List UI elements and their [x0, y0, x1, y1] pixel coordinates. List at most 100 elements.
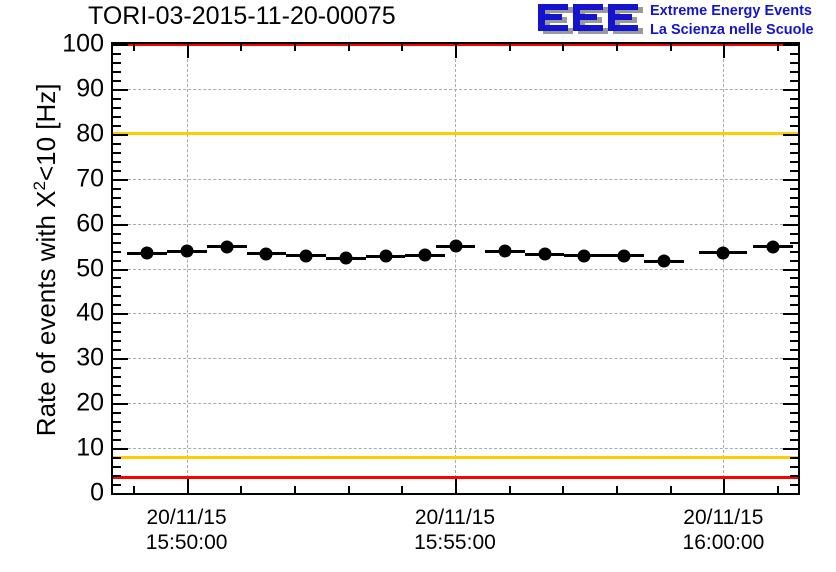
y-axis-major-tick	[113, 178, 128, 181]
data-point	[418, 248, 432, 262]
y-axis-minor-tick-right	[790, 79, 798, 82]
page-title: TORI-03-2015-11-20-00075	[88, 2, 396, 30]
y-axis-minor-tick	[113, 340, 121, 343]
vertical-gridline	[723, 44, 725, 493]
y-axis-minor-tick-right	[790, 331, 798, 334]
y-axis-minor-tick-right	[790, 457, 798, 460]
x-axis-tick-label-date: 20/11/15	[414, 506, 496, 529]
y-axis-major-tick-right	[783, 133, 798, 136]
y-axis-minor-tick	[113, 484, 121, 487]
y-axis-minor-tick-right	[790, 421, 798, 424]
y-axis-tick-label: 70	[76, 164, 104, 193]
x-axis-tick-label-time: 16:00:00	[682, 531, 765, 554]
data-point	[379, 249, 393, 263]
y-axis-major-tick	[113, 313, 128, 316]
x-axis-minor-tick-top	[615, 44, 618, 51]
y-axis-minor-tick	[113, 412, 121, 415]
y-axis-minor-tick-right	[790, 61, 798, 64]
y-axis-minor-tick	[113, 295, 121, 298]
y-axis-major-tick	[113, 88, 128, 91]
x-axis-tick-label-date: 20/11/15	[683, 506, 764, 529]
y-axis-minor-tick	[113, 79, 121, 82]
x-axis-minor-tick	[508, 486, 511, 493]
y-axis-minor-tick	[113, 421, 121, 424]
y-axis-minor-tick	[113, 187, 121, 190]
y-axis-minor-tick	[113, 394, 121, 397]
y-axis-tick-label: 80	[76, 119, 104, 148]
y-axis-major-tick-right	[783, 44, 798, 46]
x-axis-minor-tick	[347, 486, 350, 493]
y-axis-minor-tick-right	[790, 484, 798, 487]
x-axis-minor-tick	[293, 486, 296, 493]
x-axis-minor-tick	[777, 486, 779, 493]
y-axis-minor-tick-right	[790, 430, 798, 433]
y-axis-tick-label: 60	[76, 209, 104, 238]
x-axis-tick-label: 20/11/15 16:00:00	[683, 505, 765, 555]
y-axis-minor-tick-right	[790, 142, 798, 145]
x-axis-tick-label-time: 15:50:00	[145, 531, 228, 554]
y-axis-minor-tick	[113, 322, 121, 325]
y-axis-tick-label: 100	[62, 29, 104, 58]
y-axis-minor-tick-right	[790, 106, 798, 109]
x-axis-minor-tick-top	[669, 44, 672, 51]
plot-canvas	[113, 44, 798, 493]
vertical-gridline	[454, 44, 456, 493]
y-axis-minor-tick	[113, 286, 121, 289]
eee-logo-text: Extreme Energy Events La Scienza nelle S…	[650, 2, 814, 40]
data-point	[339, 251, 353, 265]
y-axis-minor-tick-right	[790, 394, 798, 397]
x-axis-minor-tick-top	[347, 44, 350, 51]
y-axis-tick-labels: 0 10 20 30 40 50 60 70 80 90 100	[0, 30, 104, 507]
y-axis-minor-tick	[113, 160, 121, 163]
y-axis-minor-tick	[113, 232, 121, 235]
x-axis-major-tick-top	[186, 44, 189, 58]
y-axis-minor-tick-right	[790, 304, 798, 307]
y-axis-minor-tick-right	[790, 385, 798, 388]
y-axis-minor-tick-right	[790, 151, 798, 154]
eee-logo-line1: Extreme Energy Events	[650, 3, 812, 19]
y-axis-major-tick-right	[783, 448, 798, 451]
y-axis-major-tick	[113, 448, 128, 451]
y-axis-tick-label: 20	[76, 388, 104, 417]
y-axis-minor-tick	[113, 196, 121, 199]
eee-logo: Extreme Energy Events La Scienza nelle S…	[536, 2, 834, 42]
x-axis-minor-tick	[132, 486, 135, 493]
y-axis-minor-tick	[113, 97, 121, 100]
y-axis-tick-label: 30	[76, 343, 104, 372]
y-axis-minor-tick-right	[790, 259, 798, 262]
y-axis-minor-tick	[113, 214, 121, 217]
y-axis-tick-label: 0	[90, 478, 104, 507]
y-axis-minor-tick-right	[790, 367, 798, 370]
data-point	[498, 244, 512, 258]
y-axis-minor-tick-right	[790, 322, 798, 325]
y-axis-major-tick-right	[783, 88, 798, 91]
x-axis-minor-tick-top	[562, 44, 565, 51]
y-axis-minor-tick	[113, 52, 121, 55]
vertical-gridline	[186, 44, 188, 493]
x-axis-minor-tick-top	[240, 44, 243, 51]
y-axis-major-tick-right	[783, 178, 798, 181]
y-axis-minor-tick-right	[790, 214, 798, 217]
data-point	[716, 246, 730, 260]
y-axis-minor-tick-right	[790, 439, 798, 442]
y-axis-minor-tick-right	[790, 205, 798, 208]
x-axis-minor-tick	[562, 486, 565, 493]
upper-yellow-threshold	[113, 132, 798, 136]
x-axis-minor-tick	[401, 486, 404, 493]
y-axis-minor-tick-right	[790, 187, 798, 190]
eee-logo-mark	[536, 3, 644, 37]
data-point	[766, 240, 780, 254]
data-point	[259, 247, 273, 261]
y-axis-minor-tick	[113, 376, 121, 379]
y-axis-minor-tick-right	[790, 412, 798, 415]
y-axis-major-tick	[113, 358, 128, 361]
data-point	[617, 249, 631, 263]
lower-yellow-threshold	[113, 455, 798, 459]
y-axis-minor-tick-right	[790, 196, 798, 199]
data-point	[657, 254, 671, 268]
data-point	[299, 249, 313, 263]
y-axis-minor-tick	[113, 250, 121, 253]
y-axis-minor-tick	[113, 439, 121, 442]
data-point	[220, 240, 234, 254]
plot-area	[111, 42, 800, 495]
